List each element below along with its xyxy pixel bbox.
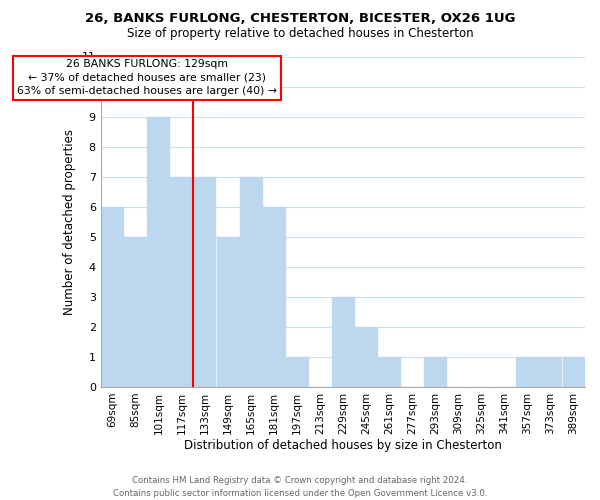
Bar bbox=[217, 237, 239, 387]
Bar bbox=[101, 206, 123, 387]
Bar bbox=[424, 357, 446, 387]
Bar bbox=[170, 176, 193, 387]
Bar bbox=[539, 357, 562, 387]
Bar bbox=[332, 297, 354, 387]
Bar bbox=[517, 357, 538, 387]
Y-axis label: Number of detached properties: Number of detached properties bbox=[63, 128, 76, 314]
X-axis label: Distribution of detached houses by size in Chesterton: Distribution of detached houses by size … bbox=[184, 440, 502, 452]
Bar bbox=[263, 206, 284, 387]
Bar bbox=[124, 237, 146, 387]
Bar bbox=[148, 116, 169, 387]
Text: Size of property relative to detached houses in Chesterton: Size of property relative to detached ho… bbox=[127, 28, 473, 40]
Text: 26, BANKS FURLONG, CHESTERTON, BICESTER, OX26 1UG: 26, BANKS FURLONG, CHESTERTON, BICESTER,… bbox=[85, 12, 515, 26]
Bar bbox=[239, 176, 262, 387]
Bar bbox=[286, 357, 308, 387]
Bar bbox=[378, 357, 400, 387]
Bar bbox=[194, 176, 215, 387]
Text: Contains HM Land Registry data © Crown copyright and database right 2024.
Contai: Contains HM Land Registry data © Crown c… bbox=[113, 476, 487, 498]
Bar bbox=[563, 357, 584, 387]
Bar bbox=[355, 327, 377, 387]
Text: 26 BANKS FURLONG: 129sqm
← 37% of detached houses are smaller (23)
63% of semi-d: 26 BANKS FURLONG: 129sqm ← 37% of detach… bbox=[17, 60, 277, 96]
